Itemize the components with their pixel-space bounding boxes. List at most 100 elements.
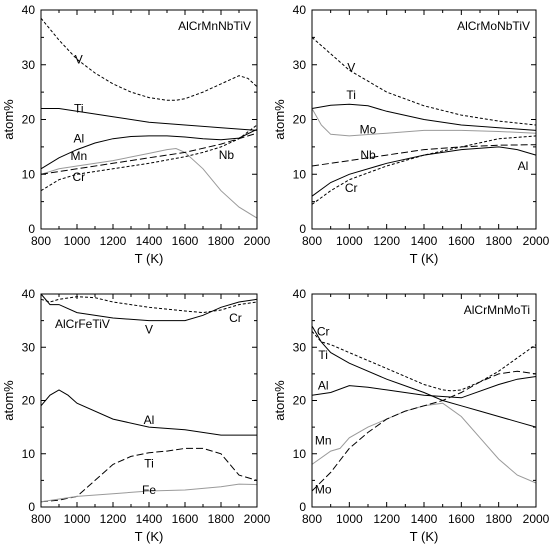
y-tick-label: 0 xyxy=(28,500,35,514)
x-tick-label: 1400 xyxy=(136,234,163,248)
x-tick-label: 1800 xyxy=(208,234,235,248)
y-tick-label: 0 xyxy=(299,222,306,236)
y-tick-label: 40 xyxy=(293,3,307,17)
series-line-mo xyxy=(311,370,537,492)
y-tick-label: 30 xyxy=(293,58,307,72)
x-tick-label: 1000 xyxy=(336,234,363,248)
x-tick-label: 1000 xyxy=(64,512,91,526)
x-tick-label: 1200 xyxy=(100,512,127,526)
series-line-ti xyxy=(40,447,258,503)
series-label-v: V xyxy=(347,60,355,74)
series-line-v xyxy=(311,37,537,126)
y-axis-label: atom% xyxy=(272,99,287,140)
x-tick-label: 1200 xyxy=(100,234,127,248)
y-tick-label: 30 xyxy=(293,340,307,354)
y-tick-label: 40 xyxy=(293,287,307,301)
series-label-ti: Ti xyxy=(74,102,84,116)
y-tick-label: 30 xyxy=(22,58,36,72)
x-tick-label: 1800 xyxy=(208,512,235,526)
series-line-v xyxy=(40,293,258,322)
x-tick-label: 800 xyxy=(302,512,322,526)
series-label-ti: Ti xyxy=(346,88,356,102)
y-tick-label: 40 xyxy=(22,287,36,301)
series-label-nb: Nb xyxy=(219,148,235,162)
series-line-mo xyxy=(311,108,537,137)
y-tick-label: 10 xyxy=(293,167,307,181)
x-tick-label: 800 xyxy=(31,234,51,248)
series-line-cr xyxy=(311,135,537,205)
series-label-al: Al xyxy=(518,159,529,173)
series-line-v xyxy=(40,17,258,101)
series-line-cr xyxy=(40,124,258,192)
x-tick-label: 1400 xyxy=(411,234,438,248)
chart-panel-2: 800 1000 1200 1400 1600 1800 2000 0 10 20 30 40 T (K… xyxy=(272,3,550,266)
x-tick-label: 2000 xyxy=(244,234,271,248)
series-line-cr xyxy=(40,296,258,314)
x-tick-label: 1400 xyxy=(136,512,163,526)
series-label-ti: Ti xyxy=(318,348,328,362)
plot-frame xyxy=(40,9,258,230)
x-axis-label: T (K) xyxy=(135,529,164,544)
x-tick-label: 1600 xyxy=(172,512,199,526)
series-line-ti xyxy=(41,108,258,131)
panel-title: AlCrMnNbTiV xyxy=(178,19,251,33)
x-axis-label: T (K) xyxy=(135,251,164,266)
y-axis-label: atom% xyxy=(1,99,16,140)
y-tick-label: 40 xyxy=(22,3,36,17)
panel-title: AlCrMnMoTi xyxy=(464,303,530,317)
series-label-ti: Ti xyxy=(144,456,154,470)
x-tick-label: 800 xyxy=(302,234,322,248)
x-tick-label: 1000 xyxy=(64,234,91,248)
series-line-nb xyxy=(40,132,258,175)
x-tick-label: 1200 xyxy=(373,234,400,248)
series-line-al xyxy=(40,128,258,170)
chart-panel-4: 800 1000 1200 1400 1600 1800 2000 0 10 20 30 40 T (K… xyxy=(272,287,550,544)
x-tick-label: 2000 xyxy=(523,512,550,526)
x-axis-label: T (K) xyxy=(410,529,439,544)
x-tick-label: 1800 xyxy=(485,512,512,526)
series-label-v: V xyxy=(145,323,153,337)
series-label-al: Al xyxy=(73,132,84,146)
series-line-al xyxy=(40,389,257,436)
y-tick-label: 10 xyxy=(293,447,307,461)
y-tick-label: 0 xyxy=(299,500,306,514)
panel-title: AlCrFeTiV xyxy=(55,317,110,331)
series-label-al: Al xyxy=(144,413,155,427)
x-tick-label: 1800 xyxy=(485,234,512,248)
x-tick-label: 1400 xyxy=(411,512,438,526)
x-tick-label: 2000 xyxy=(523,234,550,248)
series-line-mn xyxy=(40,147,258,219)
series-line-ti xyxy=(311,103,537,131)
series-line-fe xyxy=(40,483,258,503)
y-axis-label: atom% xyxy=(272,380,287,421)
series-label-cr: Cr xyxy=(229,311,242,325)
chart-panel-1: 800 1000 1200 1400 1600 1800 2000 0 10 20 30 40 T (K… xyxy=(1,3,271,266)
y-tick-label: 10 xyxy=(22,167,36,181)
x-axis-label: T (K) xyxy=(410,251,439,266)
series-label-mo: Mo xyxy=(315,482,332,496)
series-line-ti xyxy=(311,325,537,428)
series-label-cr: Cr xyxy=(345,181,358,195)
y-axis-label: atom% xyxy=(1,380,16,421)
series-line-cr xyxy=(311,330,537,392)
y-tick-label: 20 xyxy=(293,113,307,127)
series-label-al: Al xyxy=(318,379,329,393)
y-tick-label: 20 xyxy=(293,394,307,408)
panel-title: AlCrMoNbTiV xyxy=(457,19,530,33)
x-tick-label: 1600 xyxy=(172,234,199,248)
y-tick-label: 20 xyxy=(22,113,36,127)
y-tick-label: 10 xyxy=(22,447,36,461)
series-label-mo: Mo xyxy=(360,122,377,136)
series-line-al xyxy=(311,376,537,399)
y-tick-label: 0 xyxy=(28,222,35,236)
series-line-al xyxy=(311,146,537,197)
x-tick-label: 1600 xyxy=(448,234,475,248)
series-label-mn: Mn xyxy=(70,149,87,163)
y-tick-label: 30 xyxy=(22,340,36,354)
x-tick-label: 1600 xyxy=(448,512,475,526)
series-line-nb xyxy=(311,144,537,167)
series-label-mn: Mn xyxy=(315,433,332,447)
plot-frame xyxy=(311,293,537,508)
x-tick-label: 800 xyxy=(31,512,51,526)
x-tick-label: 2000 xyxy=(244,512,271,526)
